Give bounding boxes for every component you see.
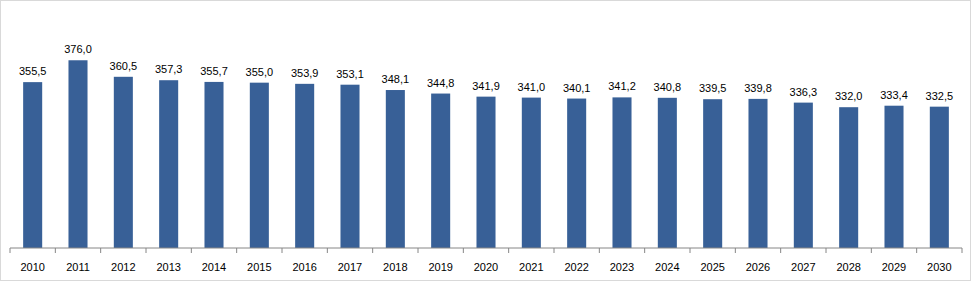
bar: [612, 97, 631, 248]
bar: [522, 98, 541, 248]
x-tick: [871, 248, 872, 253]
x-tick: [418, 248, 419, 253]
chart-frame: [1, 1, 971, 281]
x-tick-label: 2030: [927, 261, 951, 273]
chart-svg: 355,5 376,0 360,5 357,3 355,7 355,0 353,9 353,1…: [0, 0, 971, 281]
x-tick-label: 2021: [519, 261, 543, 273]
data-label: 340,1: [563, 82, 591, 94]
x-tick: [10, 248, 11, 253]
data-label: 355,5: [19, 65, 47, 77]
x-tick-label: 2014: [202, 261, 226, 273]
x-tick: [146, 248, 147, 253]
x-tick-label: 2020: [474, 261, 498, 273]
bar: [703, 99, 722, 248]
data-label: 344,8: [427, 77, 455, 89]
bar: [204, 82, 223, 248]
data-label: 348,1: [382, 73, 410, 85]
x-tick: [191, 248, 192, 253]
x-tick-label: 2017: [338, 261, 362, 273]
bar: [295, 84, 314, 248]
x-tick-label: 2013: [156, 261, 180, 273]
x-axis-line: [10, 248, 962, 249]
x-tick-label: 2024: [655, 261, 679, 273]
x-tick-label: 2012: [111, 261, 135, 273]
bar: [658, 98, 677, 248]
bar: [250, 83, 269, 248]
bar: [884, 106, 903, 248]
bar: [386, 90, 405, 248]
data-label: 353,9: [291, 67, 319, 79]
x-tick: [236, 248, 237, 253]
x-tick: [826, 248, 827, 253]
data-label: 341,9: [472, 80, 500, 92]
x-tick: [327, 248, 328, 253]
bar: [748, 99, 767, 248]
bar: [23, 82, 42, 248]
data-label: 339,8: [744, 82, 772, 94]
x-tick: [372, 248, 373, 253]
data-label: 332,0: [835, 90, 863, 102]
data-label: 341,0: [518, 81, 546, 93]
x-tick: [916, 248, 917, 253]
x-tick: [690, 248, 691, 253]
x-tick-label: 2029: [882, 261, 906, 273]
bar: [476, 97, 495, 248]
bars: [23, 60, 949, 248]
x-tick-label: 2016: [292, 261, 316, 273]
data-label: 355,7: [200, 65, 228, 77]
x-axis: 2010 2011 2012 2013 2014 2015 2016 2017 2018 2019…: [10, 248, 962, 273]
x-tick: [962, 248, 963, 253]
x-tick-label: 2026: [746, 261, 770, 273]
x-tick-label: 2028: [836, 261, 860, 273]
data-label: 332,5: [926, 90, 954, 102]
data-labels: 355,5 376,0 360,5 357,3 355,7 355,0 353,9 353,1…: [19, 43, 953, 102]
bar: [431, 94, 450, 248]
x-tick-label: 2027: [791, 261, 815, 273]
x-tick: [463, 248, 464, 253]
x-tick-label: 2018: [383, 261, 407, 273]
bar: [340, 85, 359, 248]
data-label: 339,5: [699, 82, 727, 94]
bar: [930, 107, 949, 248]
x-tick-label: 2019: [428, 261, 452, 273]
bar: [839, 107, 858, 248]
data-label: 333,4: [880, 89, 908, 101]
bar: [567, 99, 586, 248]
x-tick-label: 2022: [564, 261, 588, 273]
x-tick-label: 2011: [66, 261, 90, 273]
data-label: 353,1: [336, 68, 364, 80]
x-tick: [508, 248, 509, 253]
x-tick: [55, 248, 56, 253]
x-tick: [780, 248, 781, 253]
data-label: 360,5: [110, 60, 138, 72]
bar: [68, 60, 87, 248]
bar: [114, 77, 133, 248]
chart-container: 355,5 376,0 360,5 357,3 355,7 355,0 353,9 353,1…: [0, 0, 971, 281]
x-tick: [100, 248, 101, 253]
data-label: 341,2: [608, 80, 636, 92]
x-tick-label: 2015: [247, 261, 271, 273]
x-tick: [554, 248, 555, 253]
x-tick: [282, 248, 283, 253]
x-tick-label: 2023: [610, 261, 634, 273]
data-label: 376,0: [64, 43, 92, 55]
x-tick: [644, 248, 645, 253]
bar: [794, 103, 813, 248]
x-tick-label: 2010: [20, 261, 44, 273]
data-label: 355,0: [246, 66, 274, 78]
x-tick-label: 2025: [700, 261, 724, 273]
bar: [159, 80, 178, 248]
data-label: 357,3: [155, 63, 183, 75]
data-label: 336,3: [790, 86, 818, 98]
x-tick: [735, 248, 736, 253]
data-label: 340,8: [654, 81, 682, 93]
x-tick: [599, 248, 600, 253]
